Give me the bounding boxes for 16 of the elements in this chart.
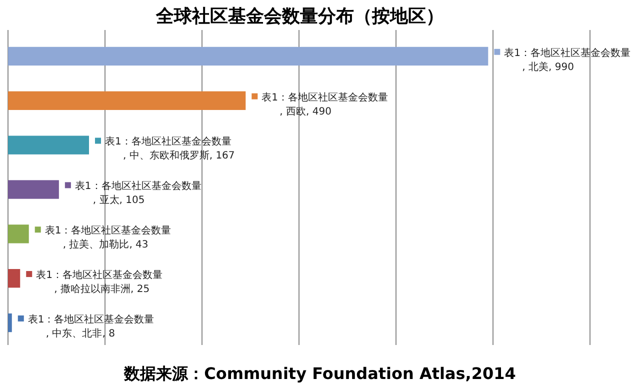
bar [8, 91, 246, 110]
bar [8, 46, 488, 66]
data-label: 表1：各地区社区基金会数量, 撒哈拉以南非洲, 25 [36, 269, 162, 296]
chart-title: 全球社区基金会数量分布（按地区） [155, 6, 444, 27]
data-label: 表1：各地区社区基金会数量, 中、东欧和俄罗斯, 167 [104, 136, 235, 162]
data-label: 表1：各地区社区基金会数量, 拉美、加勒比, 43 [44, 224, 172, 251]
bar [8, 269, 20, 288]
source-note: 数据来源：Community Foundation Atlas,2014 [123, 364, 516, 383]
bar [8, 224, 29, 244]
bar [8, 136, 89, 154]
data-label: 表1：各地区社区基金会数量, 中东、北非, 8 [28, 313, 154, 340]
data-label: 表1：各地区社区基金会数量, 北美, 990 [504, 46, 631, 73]
data-label: 表1：各地区社区基金会数量, 亚太, 105 [74, 180, 202, 206]
bar [8, 180, 59, 199]
data-label: 表1：各地区社区基金会数量, 西欧, 490 [262, 91, 388, 118]
bar [8, 313, 12, 332]
